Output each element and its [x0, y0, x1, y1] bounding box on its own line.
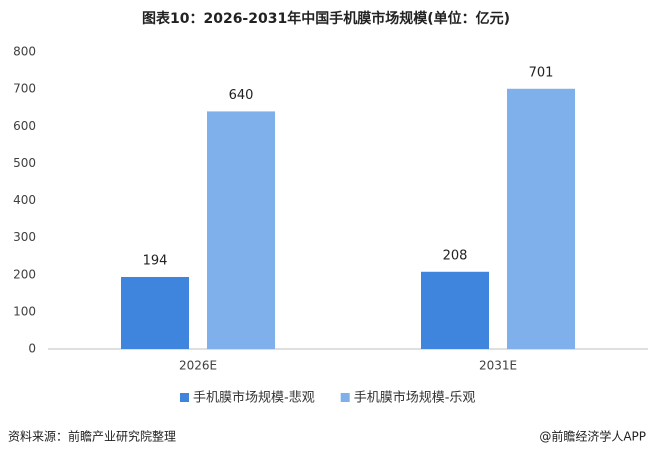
value-label: 640 — [229, 88, 254, 103]
value-label: 194 — [143, 253, 168, 268]
value-label: 701 — [529, 65, 554, 80]
y-tick-label: 200 — [13, 267, 36, 281]
y-tick-label: 100 — [13, 304, 36, 318]
legend-label: 手机膜市场规模-乐观 — [354, 390, 476, 406]
y-tick-label: 300 — [13, 230, 36, 244]
legend-label: 手机膜市场规模-悲观 — [193, 390, 315, 406]
y-tick-label: 0 — [28, 342, 36, 356]
credit: @前瞻经济学人APP — [539, 429, 646, 444]
bar — [507, 88, 575, 349]
y-tick-label: 700 — [13, 82, 36, 96]
bar — [207, 111, 275, 350]
legend-swatch — [180, 393, 189, 402]
value-label: 208 — [443, 248, 468, 263]
y-tick-label: 400 — [13, 193, 36, 207]
bar — [121, 276, 189, 349]
legend-swatch — [340, 393, 350, 402]
x-tick-label: 2026E — [179, 359, 217, 373]
x-tick-label: 2031E — [479, 359, 517, 373]
chart-title: 图表10：2026-2031年中国手机膜市场规模(单位：亿元) — [142, 10, 510, 27]
bar — [421, 271, 489, 349]
y-tick-label: 500 — [13, 156, 36, 170]
y-tick-label: 800 — [13, 45, 36, 59]
y-tick-label: 600 — [13, 119, 36, 133]
source: 资料来源：前瞻产业研究院整理 — [8, 429, 176, 444]
